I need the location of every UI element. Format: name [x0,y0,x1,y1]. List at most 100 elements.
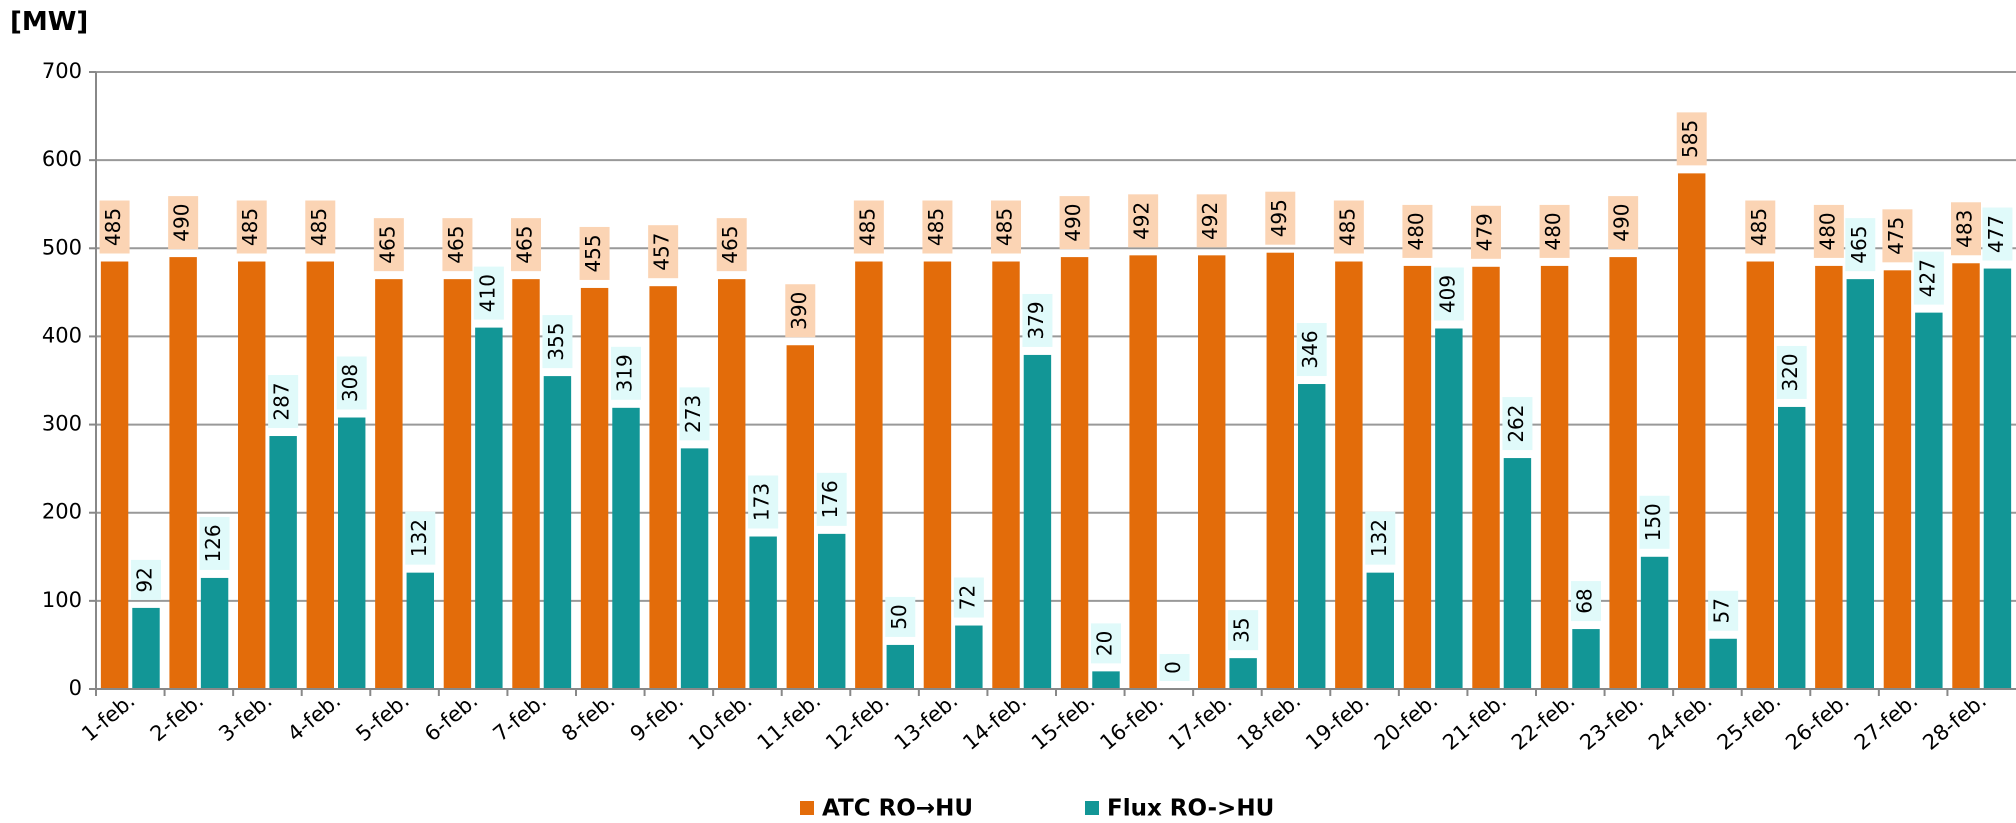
data-label-text: 465 [718,226,742,264]
x-tick-label: 6-feb. [420,688,482,746]
y-tick-label: 500 [42,235,82,259]
data-label-text: 126 [201,524,225,562]
data-label: 465 [373,218,404,272]
bar [338,417,366,689]
bar [475,327,503,689]
y-tick-label: 100 [42,588,82,612]
data-label: 485 [853,200,884,254]
data-label-text: 485 [1747,208,1771,246]
data-label: 0 [1159,654,1190,681]
y-tick-label: 600 [42,147,82,171]
data-label-text: 585 [1678,120,1702,158]
bar [1709,638,1737,689]
data-label: 319 [611,346,641,400]
data-label-text: 390 [787,292,811,330]
bar [1503,458,1532,689]
data-label-box [542,315,573,369]
bar [132,607,160,689]
bar [1540,265,1569,689]
data-label-box [1265,191,1296,245]
bar [200,577,229,689]
data-label: 485 [1745,200,1776,254]
data-label-box [1608,196,1639,250]
data-label-box [648,225,679,279]
data-label-box [1196,194,1227,248]
x-tick-label: 25-feb. [1713,688,1786,754]
bar [406,572,434,689]
data-label-text: 479 [1473,213,1497,251]
data-label: 273 [679,387,710,441]
data-label: 320 [1776,345,1807,399]
legend-swatch [800,801,814,815]
y-tick-label: 700 [42,59,82,83]
bar [1846,279,1874,689]
data-label-box [1913,251,1944,305]
data-label-box [579,226,610,280]
bar [1952,263,1980,689]
x-tick-label: 26-feb. [1781,688,1854,754]
data-label-text: 485 [307,208,331,246]
data-label-box [1676,112,1707,166]
data-label-text: 409 [1435,275,1459,313]
bar [749,536,777,689]
data-label-box [1882,209,1913,263]
data-label-box [1502,397,1533,451]
bar [238,261,266,689]
data-label-text: 72 [955,585,979,610]
data-label-box [1228,610,1259,651]
data-label-text: 465 [513,226,537,264]
data-label: 465 [511,218,541,272]
data-label: 20 [1091,623,1121,664]
data-label-box [1471,205,1501,259]
bar [612,407,640,689]
data-label-box [131,559,161,600]
data-label-box [953,577,984,618]
data-label: 262 [1502,397,1533,451]
data-label-text: 410 [475,274,499,312]
data-label-box [1365,511,1396,565]
y-tick-label: 200 [42,500,82,524]
data-label-box [1159,654,1190,681]
data-label: 485 [305,200,336,254]
data-label-text: 320 [1778,353,1802,391]
bar [1778,406,1806,689]
x-tick-label: 10-feb. [684,688,757,754]
data-label: 68 [1571,581,1601,622]
y-tick-label: 0 [69,676,82,700]
data-label-box [1776,345,1807,399]
bar [1298,384,1326,689]
x-tick-label: 5-feb. [351,688,413,746]
data-label: 308 [336,356,367,410]
data-label-text: 475 [1884,217,1908,255]
data-label-box [785,284,816,338]
data-label-text: 485 [924,208,948,246]
data-label-text: 480 [1541,212,1565,250]
data-label: 355 [542,315,573,369]
data-label-text: 132 [407,519,431,557]
data-label-text: 483 [1953,210,1977,248]
data-label-box [885,596,916,637]
data-label-text: 492 [1198,202,1222,240]
data-label-text: 465 [1847,226,1871,264]
y-axis-label: [MW] [10,7,88,37]
x-tick-label: 23-feb. [1575,688,1648,754]
bar [1915,312,1943,689]
data-label-box [1059,196,1090,250]
x-tick-label: 21-feb. [1438,688,1511,754]
bar [1129,255,1157,689]
data-label: 126 [199,516,230,570]
data-label-text: 173 [750,483,774,521]
bar [1746,261,1774,689]
x-tick-label: 13-feb. [890,688,963,754]
data-label: 173 [748,475,779,529]
x-tick-label: 8-feb. [557,688,619,746]
bar [269,436,297,689]
bar [1983,268,2012,689]
bar [680,448,709,689]
bar [512,279,540,689]
bar [1609,257,1637,689]
data-label-box [1571,581,1601,622]
data-label: 465 [442,218,473,272]
data-label: 390 [785,284,816,338]
bar [1472,266,1500,689]
